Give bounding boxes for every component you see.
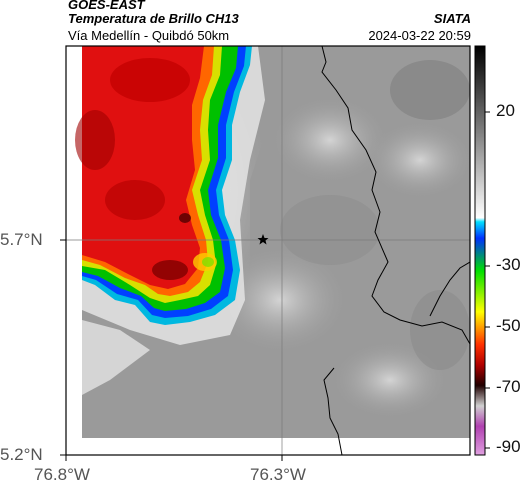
lon-tick-label: 76.8°W (34, 465, 90, 484)
location-star-marker (257, 234, 269, 245)
colorbar-tick-label: -70 (496, 377, 521, 396)
satellite-image (66, 46, 470, 455)
timestamp-label: 2024-03-22 20:59 (368, 28, 471, 43)
organization-label: SIATA (433, 11, 471, 26)
lat-tick-label: 5.7°N (0, 230, 43, 249)
colorbar-tick-label: -50 (496, 316, 521, 335)
lat-tick-label: 5.2°N (0, 445, 43, 464)
colorbar-tick-label: -30 (496, 255, 521, 274)
lon-tick-label: 76.3°W (250, 465, 306, 484)
colorbar-tick-label: 20 (496, 101, 515, 120)
product-title: Temperatura de Brillo CH13 (68, 11, 239, 26)
colorbar (475, 46, 485, 455)
map-frame (65, 45, 471, 456)
colorbar-tick-label: -90 (496, 437, 521, 456)
region-label: Vía Medellín - Quibdó 50km (68, 28, 230, 43)
satellite-name: GOES-EAST (68, 0, 145, 12)
